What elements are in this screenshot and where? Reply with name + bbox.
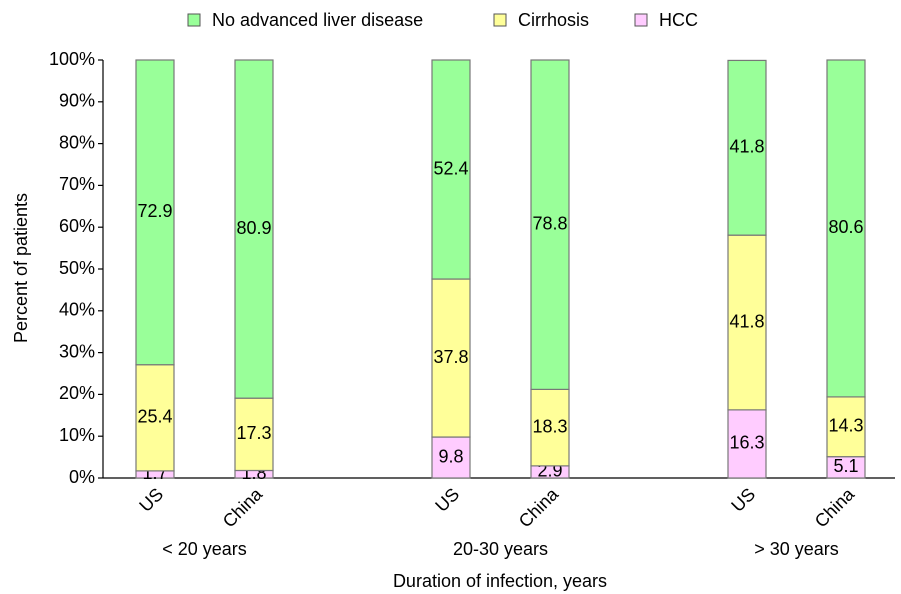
data-label: 25.4 — [137, 407, 172, 427]
x-tick-label: China — [219, 483, 267, 531]
y-tick-label: 0% — [69, 467, 95, 487]
legend-label: No advanced liver disease — [212, 10, 423, 30]
data-label: 14.3 — [828, 416, 863, 436]
legend-label: HCC — [659, 10, 698, 30]
bar-segment — [431, 59, 471, 280]
group-label: > 30 years — [754, 539, 839, 559]
bar-segment — [826, 396, 866, 458]
data-label: 5.1 — [833, 456, 858, 476]
y-axis-label: Percent of patients — [11, 193, 31, 343]
data-label: 9.8 — [438, 446, 463, 466]
data-label: 52.4 — [433, 158, 468, 178]
data-label: 37.8 — [433, 347, 468, 367]
x-axis-label: Duration of infection, years — [393, 571, 607, 591]
data-label: 72.9 — [137, 201, 172, 221]
x-tick-label: US — [727, 484, 759, 516]
group-label: < 20 years — [162, 539, 247, 559]
data-label: 17.3 — [236, 423, 271, 443]
y-tick-label: 80% — [59, 132, 95, 152]
y-tick-label: 50% — [59, 258, 95, 278]
data-label: 41.8 — [729, 311, 764, 331]
data-label: 16.3 — [729, 433, 764, 453]
y-tick-label: 60% — [59, 216, 95, 236]
bar-segment — [234, 59, 274, 399]
bar-segment — [727, 409, 767, 479]
y-tick-label: 70% — [59, 174, 95, 194]
bar-segment — [530, 388, 570, 467]
bar-segment — [727, 234, 767, 411]
y-tick-label: 100% — [49, 49, 95, 69]
legend-label: Cirrhosis — [518, 10, 589, 30]
legend-swatch — [493, 13, 507, 27]
y-tick-label: 30% — [59, 341, 95, 361]
data-label: 80.9 — [236, 218, 271, 238]
bar-segment — [826, 59, 866, 398]
x-tick-label: US — [135, 484, 167, 516]
bar-segment — [530, 59, 570, 390]
legend-swatch — [187, 13, 201, 27]
y-tick-label: 40% — [59, 300, 95, 320]
data-label: 41.8 — [729, 137, 764, 157]
x-tick-label: China — [811, 483, 859, 531]
y-tick-label: 90% — [59, 91, 95, 111]
bar-segment — [135, 59, 175, 366]
data-label: 78.8 — [532, 213, 567, 233]
x-tick-label: US — [431, 484, 463, 516]
data-label: 18.3 — [532, 416, 567, 436]
bar-segment — [727, 59, 767, 236]
legend-swatch — [634, 13, 648, 27]
y-tick-label: 10% — [59, 425, 95, 445]
data-label: 80.6 — [828, 217, 863, 237]
bar-segment — [234, 397, 274, 472]
y-tick-label: 20% — [59, 383, 95, 403]
x-tick-label: China — [515, 483, 563, 531]
group-label: 20-30 years — [453, 539, 548, 559]
